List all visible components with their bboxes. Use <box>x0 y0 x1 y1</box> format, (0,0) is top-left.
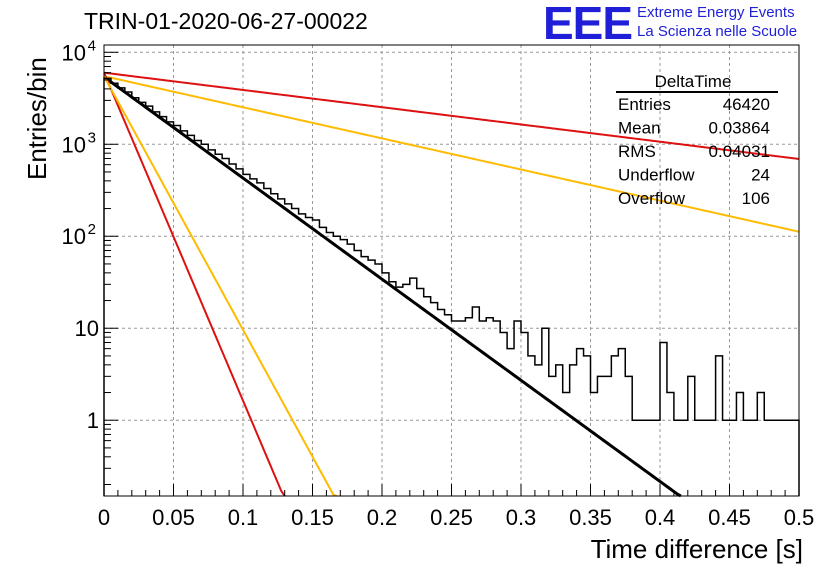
chart-title: TRIN-01-2020-06-27-00022 <box>84 8 368 34</box>
fit-line <box>103 75 338 497</box>
stats-row-label: Mean <box>618 119 661 138</box>
fit-line <box>103 72 286 497</box>
x-tick-label: 0.45 <box>708 505 751 530</box>
y-tick-exponent: 3 <box>88 129 96 146</box>
y-tick-label: 10 <box>62 40 86 65</box>
y-axis-label: Entries/bin <box>22 57 52 180</box>
stats-row-label: Entries <box>618 95 671 114</box>
stats-row-value: 0.03864 <box>709 119 770 138</box>
stats-row-value: 24 <box>751 166 770 185</box>
x-tick-label: 0.15 <box>291 505 334 530</box>
x-tick-label: 0 <box>98 505 110 530</box>
histogram-step-outline <box>103 77 800 496</box>
axis-ticks: 0 0.05 0.1 0.15 0.2 0.25 0.3 0.35 0.4 0.45 0.5 1 10 1… <box>62 37 815 530</box>
histogram <box>103 77 800 496</box>
x-tick-label: 0.3 <box>506 505 537 530</box>
stats-title: DeltaTime <box>655 72 732 91</box>
y-tick-label: 10 <box>75 316 99 341</box>
x-tick-label: 0.4 <box>645 505 676 530</box>
fit-line <box>103 75 800 233</box>
grid <box>104 45 799 496</box>
fit-line <box>103 71 800 160</box>
stats-row-label: RMS <box>618 142 656 161</box>
eee-logo: EEE <box>543 0 633 49</box>
stats-row-label: Overflow <box>618 189 686 208</box>
x-tick-label: 0.25 <box>430 505 473 530</box>
logo-line-2: La Scienza nelle Scuole <box>637 23 798 40</box>
stats-row-value: 106 <box>742 189 770 208</box>
logo-line-1: Extreme Energy Events <box>637 4 795 21</box>
y-tick-exponent: 2 <box>88 221 96 238</box>
x-tick-label: 0.35 <box>569 505 612 530</box>
y-tick-label: 10 <box>62 132 86 157</box>
stats-row-value: 0.04031 <box>709 142 770 161</box>
fit-curves <box>103 71 800 498</box>
y-tick-label: 10 <box>62 224 86 249</box>
x-tick-label: 0.1 <box>228 505 259 530</box>
y-tick-label: 1 <box>87 408 99 433</box>
y-tick-exponent: 4 <box>88 37 96 54</box>
fit-line <box>103 75 682 498</box>
x-tick-label: 0.5 <box>784 505 815 530</box>
stats-box: DeltaTime Entries 46420 Mean 0.03864 RMS 0.04… <box>616 72 778 208</box>
stats-row-value: 46420 <box>723 95 770 114</box>
stats-row-label: Underflow <box>618 166 695 185</box>
x-tick-label: 0.05 <box>152 505 195 530</box>
x-tick-label: 0.2 <box>367 505 398 530</box>
logo-caption: Extreme Energy Events La Scienza nelle S… <box>637 3 797 41</box>
x-axis-label: Time difference [s] <box>590 534 803 564</box>
